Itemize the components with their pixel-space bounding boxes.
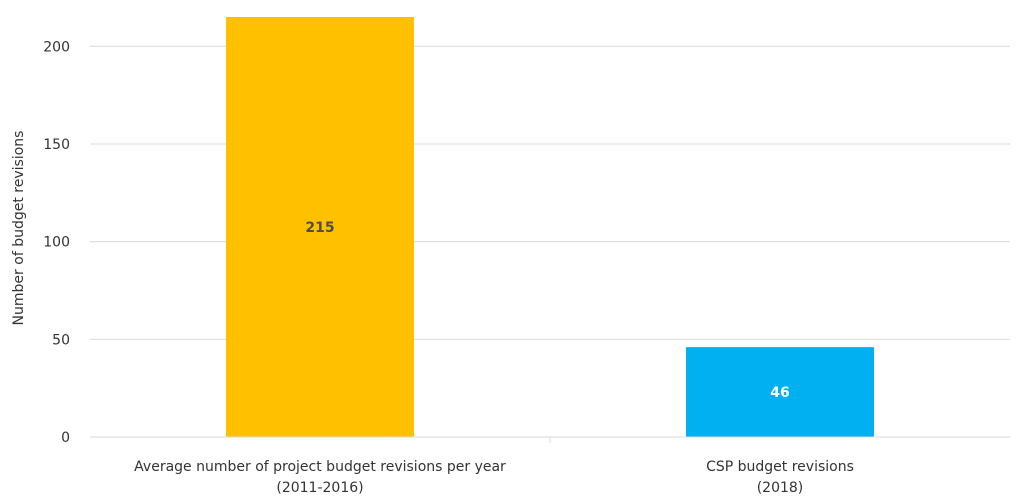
y-tick-label: 200 — [43, 39, 70, 55]
axes: 0 50 100 150 200 Average number of project bu… — [43, 39, 1010, 496]
y-tick-label: 0 — [61, 430, 70, 446]
bars: 215 46 — [226, 17, 874, 437]
bar — [686, 347, 874, 437]
x-category-label: Average number of project budget revisio… — [134, 459, 506, 496]
y-tick-label: 150 — [43, 137, 70, 153]
y-tick-label: 50 — [52, 332, 70, 348]
y-axis-title: Number of budget revisions — [11, 131, 27, 326]
x-category-label: CSP budget revisions (2018) — [706, 459, 854, 496]
data-label: 215 — [305, 220, 334, 236]
data-label: 46 — [770, 385, 789, 401]
bar — [226, 17, 414, 437]
y-tick-label: 100 — [43, 235, 70, 251]
